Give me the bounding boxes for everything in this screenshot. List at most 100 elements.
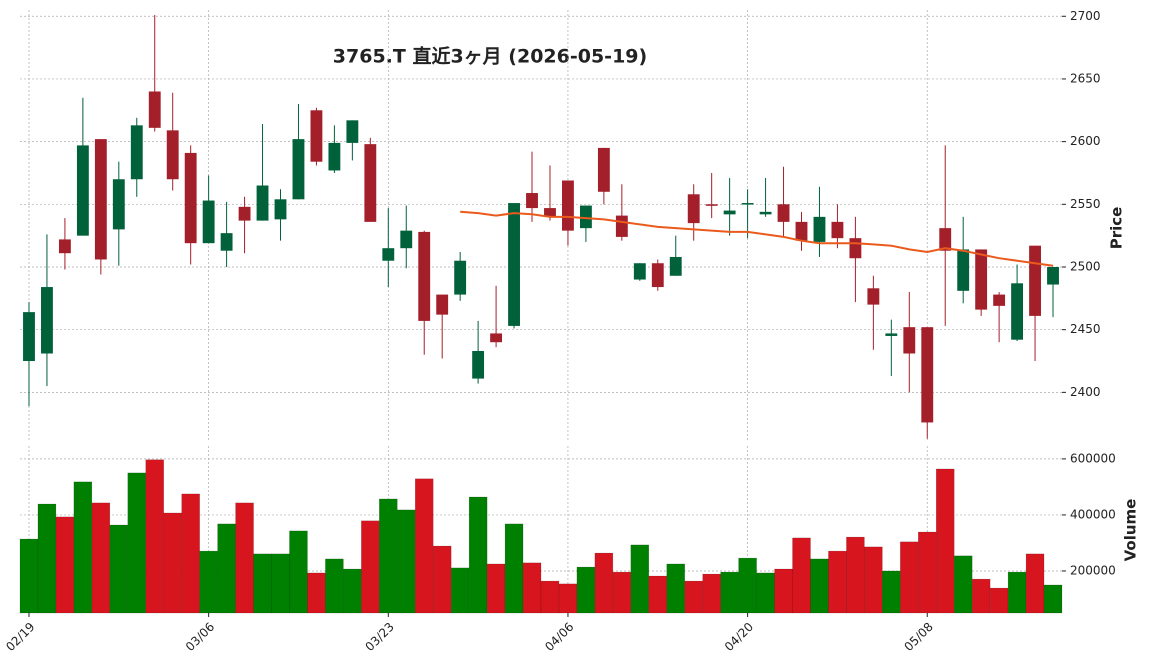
volume-bar xyxy=(1043,584,1063,614)
volume-bar xyxy=(864,546,883,614)
candle-body xyxy=(418,231,431,321)
y-tick-label: 2400 xyxy=(1070,385,1101,399)
volume-bar xyxy=(271,553,290,614)
candle-body xyxy=(148,91,161,128)
volume-bar xyxy=(971,578,991,614)
volume-bar xyxy=(612,571,632,614)
candle-body xyxy=(831,221,844,239)
candle-body xyxy=(849,238,862,259)
volume-bar xyxy=(846,536,865,614)
volume-bar xyxy=(576,566,596,614)
volume-bar xyxy=(163,512,182,614)
volume-bar xyxy=(684,580,703,614)
volume-bar xyxy=(379,498,398,614)
volume-bar xyxy=(666,563,685,614)
y-tick-label: 2550 xyxy=(1070,197,1101,211)
candle-body xyxy=(705,204,718,206)
volume-bar xyxy=(127,472,147,614)
volume-bar xyxy=(145,459,164,614)
volume-bar xyxy=(109,524,129,614)
candle-body xyxy=(112,179,125,230)
volume-bar xyxy=(217,523,236,614)
candle-body xyxy=(885,333,898,336)
volume-bar xyxy=(756,572,775,614)
volume-bar xyxy=(1007,571,1027,614)
volume-bar xyxy=(325,558,344,614)
candle-body xyxy=(741,203,754,205)
candle-body xyxy=(436,294,449,315)
y-tick-label: 2450 xyxy=(1070,322,1101,336)
candle-body xyxy=(454,260,467,295)
y-tick-label: 2700 xyxy=(1070,9,1101,23)
candle-body xyxy=(256,185,269,221)
volume-bar xyxy=(504,523,524,614)
candle-body xyxy=(903,327,916,354)
x-tick-label: 05/08 xyxy=(901,620,935,654)
chart-title: 3765.T 直近3ヶ月 (2026-05-19) xyxy=(333,45,647,68)
candle-body xyxy=(202,200,215,244)
x-tick-label: 04/06 xyxy=(542,620,576,654)
candle-body xyxy=(274,199,287,220)
candle-body xyxy=(1029,245,1041,316)
volume-bar xyxy=(989,587,1009,614)
y-tick-label: 2500 xyxy=(1070,259,1101,273)
candle-body xyxy=(867,288,880,305)
candle-body xyxy=(562,180,574,231)
candle-body xyxy=(184,152,197,244)
volume-bar xyxy=(37,503,57,614)
volume-bar xyxy=(19,538,39,614)
volume-bar xyxy=(397,509,416,614)
candle-body xyxy=(382,248,395,261)
volume-bar xyxy=(648,575,668,614)
candle-body xyxy=(1047,266,1059,285)
volume-bar xyxy=(468,496,488,614)
candle-body xyxy=(615,215,628,237)
x-tick-label: 04/20 xyxy=(722,620,756,654)
candle-body xyxy=(544,208,556,217)
candle-body xyxy=(669,256,682,276)
candle-body xyxy=(346,120,359,143)
volume-bar xyxy=(738,557,757,614)
candle-body xyxy=(310,110,323,162)
candle-body xyxy=(220,233,233,251)
candle-body xyxy=(633,263,646,280)
volume-bar xyxy=(900,541,919,614)
candle-body xyxy=(759,211,772,215)
candle-body xyxy=(993,294,1006,306)
volume-bar xyxy=(289,530,308,614)
candle-body xyxy=(472,350,485,379)
candle-body xyxy=(687,194,700,224)
candle-body xyxy=(238,206,251,221)
moving-average-line xyxy=(460,210,1054,267)
volume-bar xyxy=(486,563,506,614)
volume-bar xyxy=(73,481,93,614)
candle-body xyxy=(921,327,934,423)
volume-bar xyxy=(935,468,955,614)
volume-bar xyxy=(540,580,560,614)
volume-bar xyxy=(522,562,542,614)
volume-bar xyxy=(918,531,937,614)
volume-bar xyxy=(1025,553,1045,614)
candle-body xyxy=(777,204,790,222)
volume-bar xyxy=(235,502,254,614)
y-tick-label: 600000 xyxy=(1070,451,1116,465)
candle-body xyxy=(76,145,89,236)
candle-body xyxy=(651,263,664,288)
y-tick-label: 2600 xyxy=(1070,134,1101,148)
volume-bar xyxy=(55,516,75,614)
candle-body xyxy=(58,239,71,254)
candle-body xyxy=(957,249,970,291)
volume-bar xyxy=(558,583,578,614)
candle-body xyxy=(579,205,592,229)
candle-body xyxy=(795,221,808,241)
volume-bar xyxy=(594,552,614,614)
volume-bar xyxy=(343,568,362,614)
y-axis-label: Price xyxy=(1108,207,1126,250)
candle-body xyxy=(975,249,988,310)
candle-body xyxy=(508,203,520,326)
volume-bar xyxy=(199,550,218,614)
volume-bar xyxy=(253,553,272,614)
volume-bar xyxy=(882,570,901,614)
y-tick-label: 200000 xyxy=(1070,563,1116,577)
